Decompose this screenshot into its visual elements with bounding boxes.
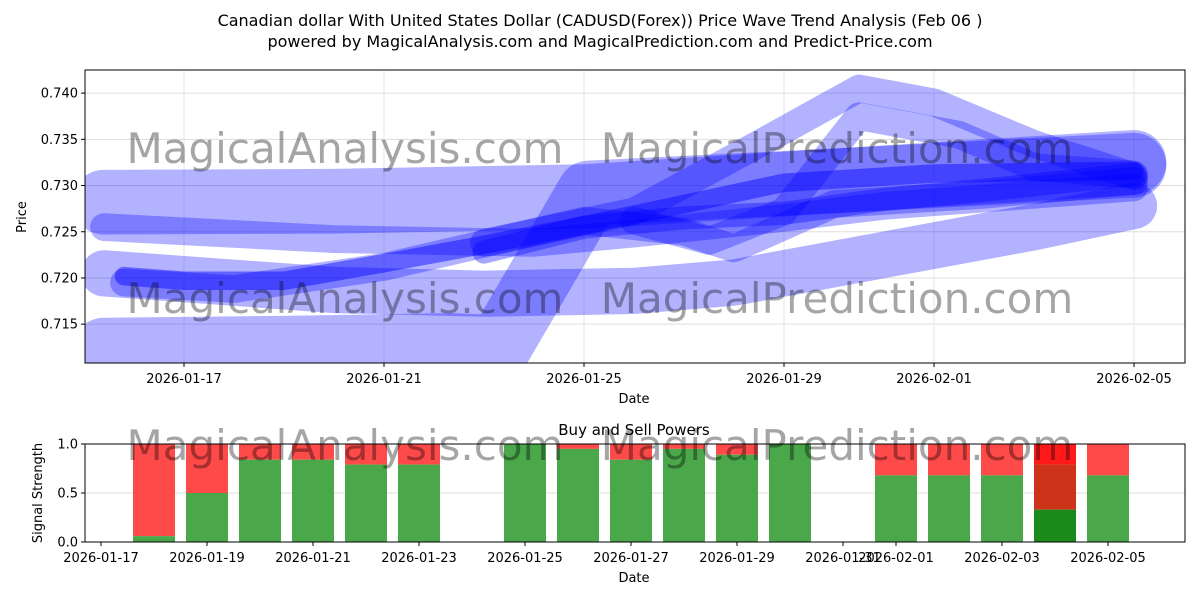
x-tick-label: 2026-01-17 — [63, 551, 139, 566]
sell-bar — [663, 444, 705, 449]
y-tick-label: 0.730 — [41, 179, 78, 194]
x-tick-label: 2026-01-27 — [593, 551, 669, 566]
x-tick-label: 2026-02-05 — [1070, 551, 1146, 566]
y-tick-label: 0.0 — [57, 536, 78, 551]
sell-bar — [557, 444, 599, 449]
buy-bar — [239, 459, 281, 542]
wave-band — [472, 162, 1146, 264]
x-tick-label: 2026-01-29 — [699, 551, 775, 566]
x-tick-label: 2026-01-31 — [805, 551, 881, 566]
sell-bar — [875, 444, 917, 476]
wave-band — [90, 173, 1148, 257]
watermark: MagicalPrediction.com — [601, 124, 1074, 173]
buy-bar — [557, 448, 599, 542]
buy-bar — [981, 475, 1023, 542]
watermark: MagicalAnalysis.com — [127, 124, 564, 173]
plot-frame — [84, 69, 1186, 364]
x-tick-label: 2026-02-05 — [1096, 372, 1172, 387]
watermark: MagicalPrediction.com — [601, 421, 1074, 470]
x-tick-label: 2026-02-03 — [964, 551, 1040, 566]
y-axis-label: Price — [15, 201, 30, 233]
x-tick-label: 2026-02-01 — [896, 372, 972, 387]
wave-band — [620, 102, 1148, 255]
wave-band — [85, 182, 1158, 317]
sell-bar — [133, 444, 175, 537]
subchart-title: Buy and Sell Powers — [558, 421, 710, 439]
watermark: MagicalAnalysis.com — [127, 274, 564, 323]
sell-bar — [1034, 444, 1076, 465]
y-tick-label: 0.715 — [41, 318, 78, 333]
sell-bar — [292, 444, 334, 460]
sell-bar — [239, 444, 281, 460]
sell-bar — [1087, 444, 1129, 476]
buy-bar — [504, 444, 546, 542]
price-chart: MagicalAnalysis.com MagicalPrediction.co… — [15, 69, 1186, 407]
sell-bar — [186, 444, 228, 493]
buy-bar — [292, 459, 334, 542]
wave-band — [470, 74, 1148, 257]
watermark: MagicalPrediction.com — [601, 274, 1074, 323]
x-axis-label: Date — [618, 392, 649, 407]
sell-bar — [345, 444, 387, 465]
buy-bar — [133, 536, 175, 542]
x-tick-label: 2026-02-01 — [858, 551, 934, 566]
y-tick-label: 0.740 — [41, 87, 78, 102]
buy-bar — [875, 475, 917, 542]
buy-sell-chart: Buy and Sell Powers MagicalAnalysis.com … — [31, 421, 1186, 586]
buy-bar — [663, 448, 705, 542]
wave-band — [110, 167, 1148, 303]
x-tick-label: 2026-01-21 — [275, 551, 351, 566]
x-tick-label: 2026-01-23 — [381, 551, 457, 566]
y-tick-label: 0.735 — [41, 133, 78, 148]
buy-bar — [345, 464, 387, 542]
sell-bar — [398, 444, 440, 465]
buy-bar — [716, 454, 758, 542]
x-tick-label: 2026-01-17 — [146, 372, 222, 387]
sell-bar — [716, 444, 758, 455]
sell-bar — [981, 444, 1023, 476]
x-tick-label: 2026-01-25 — [487, 551, 563, 566]
buy-bar — [1034, 509, 1076, 542]
x-tick-label: 2026-01-19 — [169, 551, 245, 566]
wave-band — [85, 130, 1167, 363]
sell-bar — [1034, 464, 1076, 510]
x-axis-label: Date — [618, 571, 649, 586]
buy-bar — [610, 459, 652, 542]
sell-bar — [928, 444, 970, 476]
x-tick-label: 2026-01-29 — [746, 372, 822, 387]
buy-bar — [398, 464, 440, 542]
buy-bar — [186, 493, 228, 542]
chart-subtitle: powered by MagicalAnalysis.com and Magic… — [267, 32, 932, 51]
watermark: MagicalAnalysis.com — [127, 421, 564, 470]
y-tick-label: 0.720 — [41, 271, 78, 286]
wave-band — [114, 161, 1144, 290]
buy-bar — [769, 444, 811, 542]
x-tick-label: 2026-01-21 — [346, 372, 422, 387]
wave-band — [85, 132, 1167, 235]
buy-bar — [928, 475, 970, 542]
chart-title: Canadian dollar With United States Dolla… — [218, 11, 983, 30]
y-axis-label: Signal Strength — [31, 443, 46, 543]
y-tick-label: 0.725 — [41, 225, 78, 240]
y-tick-label: 0.5 — [57, 487, 78, 502]
buy-bar — [1087, 475, 1129, 542]
x-tick-label: 2026-01-25 — [546, 372, 622, 387]
sell-bar — [610, 444, 652, 460]
y-tick-label: 1.0 — [57, 438, 78, 453]
